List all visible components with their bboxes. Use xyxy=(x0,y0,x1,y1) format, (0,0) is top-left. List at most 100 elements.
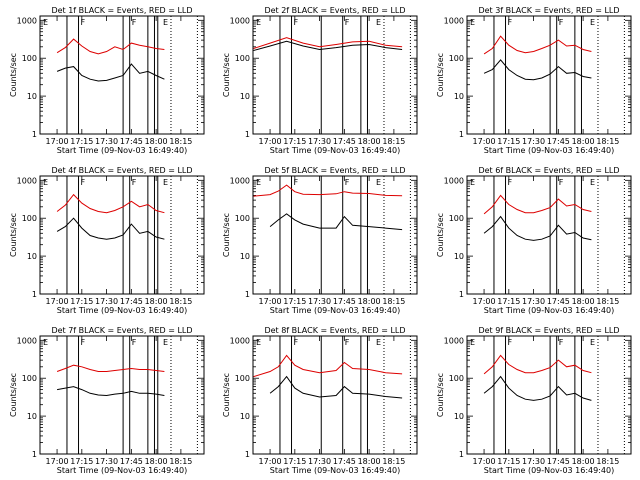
events-series-line xyxy=(253,40,403,51)
plot-frame xyxy=(252,175,418,295)
events-series-line xyxy=(56,217,165,240)
panel-title: Det 4f BLACK = Events, RED = LLD xyxy=(51,166,192,175)
x-tick-label: 17:30 xyxy=(95,457,118,466)
event-flag: F xyxy=(559,18,564,27)
event-flag: F xyxy=(81,178,86,187)
event-flag: F xyxy=(345,338,350,347)
x-tick-label: 17:00 xyxy=(46,457,69,466)
x-tick-label: 17:30 xyxy=(522,297,545,306)
x-axis-label: Start Time (09-Nov-03 16:49:40) xyxy=(57,306,187,315)
x-tick-label: 18:15 xyxy=(169,137,192,146)
x-tick-label: 17:45 xyxy=(333,297,356,306)
panel-title: Det 5f BLACK = Events, RED = LLD xyxy=(264,166,405,175)
det-7-panel: Det 7f BLACK = Events, RED = LLD 1 10 100 10… xyxy=(9,326,205,475)
x-tick-label: 17:15 xyxy=(497,297,520,306)
y-tick-label: 1 xyxy=(32,450,37,459)
event-flag: E xyxy=(43,338,48,347)
x-tick-label: 17:15 xyxy=(283,457,306,466)
event-flag: E xyxy=(590,178,595,187)
x-axis-label: Start Time (09-Nov-03 16:49:40) xyxy=(57,466,187,475)
plot-frame xyxy=(252,15,418,135)
y-tick-label: 1000 xyxy=(444,16,464,25)
event-flag: E xyxy=(43,18,48,27)
x-tick-label: 18:00 xyxy=(358,297,381,306)
y-tick-label: 10 xyxy=(27,252,37,261)
det-5-panel: Det 5f BLACK = Events, RED = LLD 1 10 100 10… xyxy=(222,166,418,315)
x-tick-label: 18:00 xyxy=(145,457,168,466)
x-tick-label: 17:00 xyxy=(473,457,496,466)
x-axis-label: Start Time (09-Nov-03 16:49:40) xyxy=(270,146,400,155)
event-flag: F xyxy=(294,18,299,27)
x-tick-label: 18:15 xyxy=(382,137,405,146)
y-axis-label: Counts/sec xyxy=(222,373,231,417)
panel-title: Det 1f BLACK = Events, RED = LLD xyxy=(51,6,192,15)
x-tick-label: 17:15 xyxy=(70,457,93,466)
y-tick-label: 10 xyxy=(27,412,37,421)
x-axis-label: Start Time (09-Nov-03 16:49:40) xyxy=(484,466,614,475)
y-tick-label: 1 xyxy=(459,130,464,139)
event-flag: E xyxy=(376,338,381,347)
y-tick-label: 10 xyxy=(27,92,37,101)
x-tick-label: 17:30 xyxy=(522,457,545,466)
lld-series-line xyxy=(253,354,403,378)
y-tick-label: 1 xyxy=(32,130,37,139)
y-tick-label: 1000 xyxy=(230,176,250,185)
event-flag: E xyxy=(376,178,381,187)
event-flag: E xyxy=(470,338,475,347)
event-flag: F xyxy=(345,178,350,187)
y-axis-label: Counts/sec xyxy=(222,53,231,97)
y-axis-label: Counts/sec xyxy=(9,53,18,97)
lld-series-line xyxy=(56,193,165,214)
event-flag: F xyxy=(81,18,86,27)
x-tick-label: 17:00 xyxy=(259,457,282,466)
y-axis-label: Counts/sec xyxy=(9,213,18,257)
plot-frame xyxy=(252,335,418,455)
x-axis-label: Start Time (09-Nov-03 16:49:40) xyxy=(57,146,187,155)
y-tick-label: 1 xyxy=(245,450,250,459)
events-series-line xyxy=(269,213,403,231)
y-tick-label: 10 xyxy=(240,92,250,101)
det-4-panel: Det 4f BLACK = Events, RED = LLD 1 10 100 10… xyxy=(9,166,205,315)
y-tick-label: 100 xyxy=(22,214,37,223)
x-tick-label: 18:00 xyxy=(572,297,595,306)
x-tick-label: 18:00 xyxy=(572,457,595,466)
event-flag: E xyxy=(470,18,475,27)
lld-series-line xyxy=(56,38,165,55)
plot-frame xyxy=(466,175,632,295)
plot-frame xyxy=(39,175,205,295)
lld-series-line xyxy=(483,354,592,375)
events-series-line xyxy=(57,386,165,397)
y-tick-label: 1 xyxy=(32,290,37,299)
lld-series-line xyxy=(56,364,165,372)
y-tick-label: 100 xyxy=(235,214,250,223)
x-tick-label: 17:30 xyxy=(95,137,118,146)
y-axis-label: Counts/sec xyxy=(9,373,18,417)
y-tick-label: 1000 xyxy=(230,16,250,25)
y-tick-label: 1000 xyxy=(17,176,37,185)
x-tick-label: 17:15 xyxy=(497,137,520,146)
x-tick-label: 18:15 xyxy=(169,457,192,466)
event-flag: E xyxy=(470,178,475,187)
x-axis-label: Start Time (09-Nov-03 16:49:40) xyxy=(484,306,614,315)
x-tick-label: 17:00 xyxy=(473,137,496,146)
event-flag: F xyxy=(559,178,564,187)
y-tick-label: 10 xyxy=(240,412,250,421)
panel-title: Det 9f BLACK = Events, RED = LLD xyxy=(478,326,619,335)
y-tick-label: 10 xyxy=(454,252,464,261)
event-flag: F xyxy=(81,338,86,347)
x-axis-label: Start Time (09-Nov-03 16:49:40) xyxy=(270,466,400,475)
lld-series-line xyxy=(483,194,592,215)
event-flag: F xyxy=(132,18,137,27)
event-flag: E xyxy=(163,18,168,27)
events-series-line xyxy=(269,375,403,399)
x-tick-label: 18:00 xyxy=(145,297,168,306)
event-flag: F xyxy=(132,178,137,187)
y-axis-label: Counts/sec xyxy=(436,53,445,97)
x-tick-label: 17:30 xyxy=(308,457,331,466)
event-flag: F xyxy=(294,338,299,347)
plot-frame xyxy=(39,15,205,135)
y-tick-label: 100 xyxy=(22,374,37,383)
x-tick-label: 17:00 xyxy=(473,297,496,306)
y-tick-label: 1 xyxy=(459,450,464,459)
events-series-line xyxy=(483,59,592,81)
